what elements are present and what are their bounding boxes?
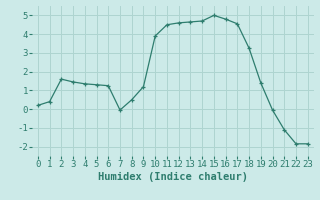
X-axis label: Humidex (Indice chaleur): Humidex (Indice chaleur) <box>98 172 248 182</box>
